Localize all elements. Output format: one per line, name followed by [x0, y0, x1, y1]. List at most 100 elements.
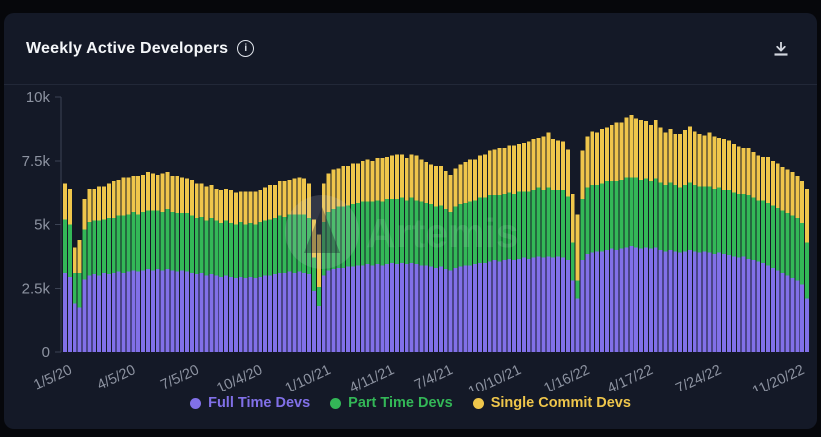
bar-segment[interactable] — [526, 258, 531, 352]
bar-segment[interactable] — [429, 204, 434, 267]
bar-segment[interactable] — [556, 140, 561, 191]
bar-segment[interactable] — [575, 280, 580, 299]
bar-segment[interactable] — [668, 128, 673, 183]
bar-segment[interactable] — [404, 158, 409, 201]
bar-segment[interactable] — [766, 156, 770, 203]
bar-segment[interactable] — [741, 193, 746, 257]
bar-segment[interactable] — [712, 188, 717, 254]
bar-segment[interactable] — [380, 265, 385, 352]
bar-segment[interactable] — [87, 221, 92, 276]
bar-segment[interactable] — [526, 141, 531, 192]
bar-segment[interactable] — [365, 264, 370, 352]
bar-segment[interactable] — [653, 178, 658, 248]
bar-segment[interactable] — [785, 169, 790, 214]
bar-segment[interactable] — [751, 260, 756, 352]
bar-segment[interactable] — [414, 264, 419, 352]
bar-segment[interactable] — [302, 272, 307, 352]
bar-segment[interactable] — [360, 160, 365, 202]
bar-segment[interactable] — [170, 211, 175, 271]
bar-segment[interactable] — [160, 270, 165, 352]
bar-segment[interactable] — [702, 135, 707, 187]
bar-segment[interactable] — [639, 179, 644, 249]
bar-segment[interactable] — [414, 200, 419, 265]
bar-segment[interactable] — [248, 223, 253, 277]
bar-segment[interactable] — [595, 251, 600, 352]
bar-segment[interactable] — [224, 220, 229, 276]
bar-segment[interactable] — [126, 271, 131, 352]
bar-segment[interactable] — [185, 271, 189, 352]
bar-segment[interactable] — [805, 298, 810, 352]
bar-segment[interactable] — [316, 286, 321, 307]
bar-segment[interactable] — [668, 250, 673, 352]
bar-segment[interactable] — [648, 248, 653, 352]
bar-segment[interactable] — [692, 184, 697, 252]
bar-segment[interactable] — [385, 264, 390, 352]
bar-segment[interactable] — [736, 193, 741, 258]
bar-segment[interactable] — [609, 125, 614, 182]
bar-segment[interactable] — [326, 173, 331, 212]
bar-segment[interactable] — [282, 181, 287, 217]
bar-segment[interactable] — [805, 242, 810, 299]
bar-segment[interactable] — [678, 252, 683, 352]
bar-segment[interactable] — [580, 260, 585, 352]
bar-segment[interactable] — [111, 218, 116, 273]
download-button[interactable] — [767, 35, 795, 63]
bar-segment[interactable] — [351, 266, 355, 352]
bar-segment[interactable] — [492, 195, 497, 261]
bar-segment[interactable] — [570, 280, 575, 352]
bar-segment[interactable] — [77, 272, 82, 308]
bar-segment[interactable] — [224, 275, 229, 353]
bar-segment[interactable] — [487, 150, 492, 196]
bar-segment[interactable] — [160, 173, 165, 212]
bar-segment[interactable] — [687, 126, 692, 183]
bar-segment[interactable] — [248, 276, 253, 352]
bar-segment[interactable] — [551, 257, 556, 352]
bar-segment[interactable] — [297, 271, 302, 352]
bar-segment[interactable] — [458, 204, 463, 267]
bar-segment[interactable] — [463, 162, 468, 203]
bar-segment[interactable] — [238, 221, 243, 277]
bar-segment[interactable] — [761, 156, 766, 201]
bar-segment[interactable] — [424, 162, 429, 203]
bar-segment[interactable] — [82, 199, 87, 230]
bar-segment[interactable] — [414, 155, 419, 201]
bar-segment[interactable] — [63, 219, 67, 273]
bar-segment[interactable] — [604, 127, 609, 182]
bar-segment[interactable] — [258, 276, 263, 352]
bar-segment[interactable] — [194, 183, 199, 219]
bar-segment[interactable] — [204, 275, 209, 353]
bar-segment[interactable] — [717, 187, 722, 253]
bar-segment[interactable] — [331, 269, 336, 353]
bar-segment[interactable] — [512, 260, 517, 352]
bar-segment[interactable] — [434, 206, 438, 268]
bar-segment[interactable] — [561, 141, 565, 191]
bar-segment[interactable] — [106, 274, 111, 352]
bar-segment[interactable] — [663, 132, 668, 185]
bar-segment[interactable] — [731, 192, 736, 257]
bar-segment[interactable] — [722, 190, 727, 254]
legend-item-full-time-devs[interactable]: Full Time Devs — [190, 395, 310, 411]
bar-segment[interactable] — [692, 251, 697, 352]
bar-segment[interactable] — [463, 265, 468, 352]
bar-segment[interactable] — [277, 181, 282, 216]
bar-segment[interactable] — [492, 149, 497, 196]
bar-segment[interactable] — [136, 214, 141, 272]
bar-segment[interactable] — [346, 205, 351, 267]
bar-segment[interactable] — [468, 265, 473, 352]
bar-segment[interactable] — [707, 186, 712, 253]
bar-segment[interactable] — [756, 155, 761, 201]
bar-segment[interactable] — [131, 270, 136, 352]
bar-segment[interactable] — [600, 251, 604, 352]
bar-segment[interactable] — [111, 272, 116, 352]
bar-segment[interactable] — [443, 170, 448, 210]
bar-segment[interactable] — [180, 213, 185, 271]
bar-segment[interactable] — [63, 272, 67, 352]
bar-segment[interactable] — [595, 184, 600, 252]
bar-segment[interactable] — [360, 265, 365, 352]
bar-segment[interactable] — [268, 275, 272, 353]
bar-segment[interactable] — [272, 184, 277, 219]
bar-segment[interactable] — [204, 220, 209, 276]
bar-segment[interactable] — [399, 262, 404, 352]
bar-segment[interactable] — [336, 267, 341, 352]
bar-segment[interactable] — [795, 218, 800, 281]
